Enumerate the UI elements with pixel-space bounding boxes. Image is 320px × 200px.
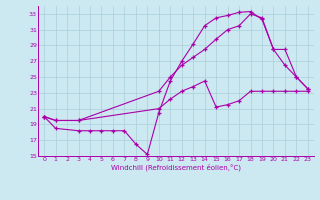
X-axis label: Windchill (Refroidissement éolien,°C): Windchill (Refroidissement éolien,°C) xyxy=(111,164,241,171)
